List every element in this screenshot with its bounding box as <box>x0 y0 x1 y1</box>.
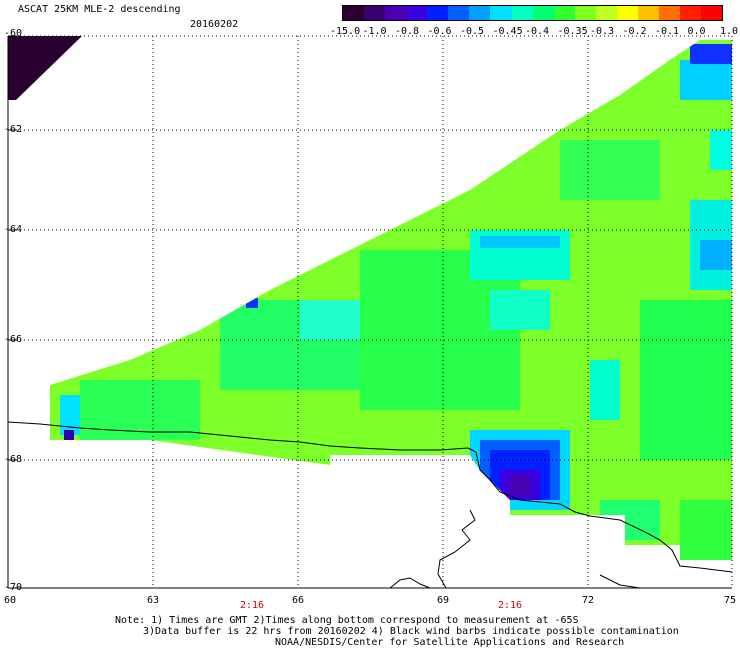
graticule <box>8 36 732 588</box>
colorbar-label: -0.2 <box>622 26 647 37</box>
colorbar-swatch <box>427 6 449 20</box>
lat-label: -62 <box>4 124 23 135</box>
colorbar-label: -0.4 <box>525 26 550 37</box>
coastline <box>7 421 733 589</box>
colorbar <box>342 5 723 21</box>
time-label: 2:16 <box>498 600 523 611</box>
colorbar-label: -0.45 <box>492 26 523 37</box>
note-line: NOAA/NESDIS/Center for Satellite Applica… <box>275 637 625 648</box>
colorbar-swatch <box>406 6 428 20</box>
lat-label: -70 <box>4 582 23 593</box>
colorbar-label: 1.0 <box>720 26 739 37</box>
note-line: 3)Data buffer is 22 hrs from 20160202 4)… <box>143 626 679 637</box>
time-label: 2:16 <box>240 600 265 611</box>
data-gap-patch <box>8 36 82 100</box>
map-date: 20160202 <box>190 19 239 30</box>
lat-label: -64 <box>4 224 23 235</box>
colorbar-label: -15.0 <box>330 26 361 37</box>
lat-label: -60 <box>4 28 23 39</box>
footnotes: Note: 1) Times are GMT 2)Times along bot… <box>115 615 679 648</box>
colorbar-label: -0.6 <box>427 26 452 37</box>
colorbar-label: -1.0 <box>362 26 387 37</box>
colorbar-swatch <box>448 6 470 20</box>
colorbar-swatch <box>616 6 638 20</box>
colorbar-label: -0.8 <box>395 26 420 37</box>
colorbar-swatch <box>469 6 491 20</box>
colorbar-label: -0.3 <box>590 26 615 37</box>
lon-label: 60 <box>4 595 17 606</box>
colorbar-swatch <box>385 6 407 20</box>
lon-label: 66 <box>292 595 305 606</box>
colorbar-swatch <box>343 6 365 20</box>
note-line: Note: 1) Times are GMT 2)Times along bot… <box>115 615 579 626</box>
colorbar-swatch <box>680 6 702 20</box>
lon-label: 75 <box>724 595 737 606</box>
lat-label: -66 <box>4 334 23 345</box>
colorbar-label: -0.1 <box>655 26 680 37</box>
map-title: ASCAT 25KM MLE-2 descending <box>18 4 181 15</box>
colorbar-swatch <box>364 6 386 20</box>
colorbar-swatch <box>553 6 575 20</box>
colorbar-swatch <box>595 6 617 20</box>
colorbar-swatch <box>574 6 596 20</box>
colorbar-swatch <box>532 6 554 20</box>
lat-label: -68 <box>4 454 23 465</box>
colorbar-swatch <box>490 6 512 20</box>
colorbar-swatch <box>701 6 723 20</box>
colorbar-label: -0.5 <box>460 26 485 37</box>
colorbar-swatch <box>511 6 533 20</box>
lon-label: 72 <box>582 595 595 606</box>
colorbar-label: 0.0 <box>687 26 706 37</box>
colorbar-label: -0.35 <box>557 26 588 37</box>
colorbar-swatch <box>637 6 659 20</box>
wind-swath <box>50 40 732 560</box>
colorbar-labels: -15.0 -1.0 -0.8 -0.6 -0.5 -0.45 -0.4 -0.35 -0.3-… <box>330 26 738 38</box>
lon-label: 69 <box>437 595 450 606</box>
lon-label: 63 <box>147 595 160 606</box>
colorbar-swatch <box>658 6 680 20</box>
